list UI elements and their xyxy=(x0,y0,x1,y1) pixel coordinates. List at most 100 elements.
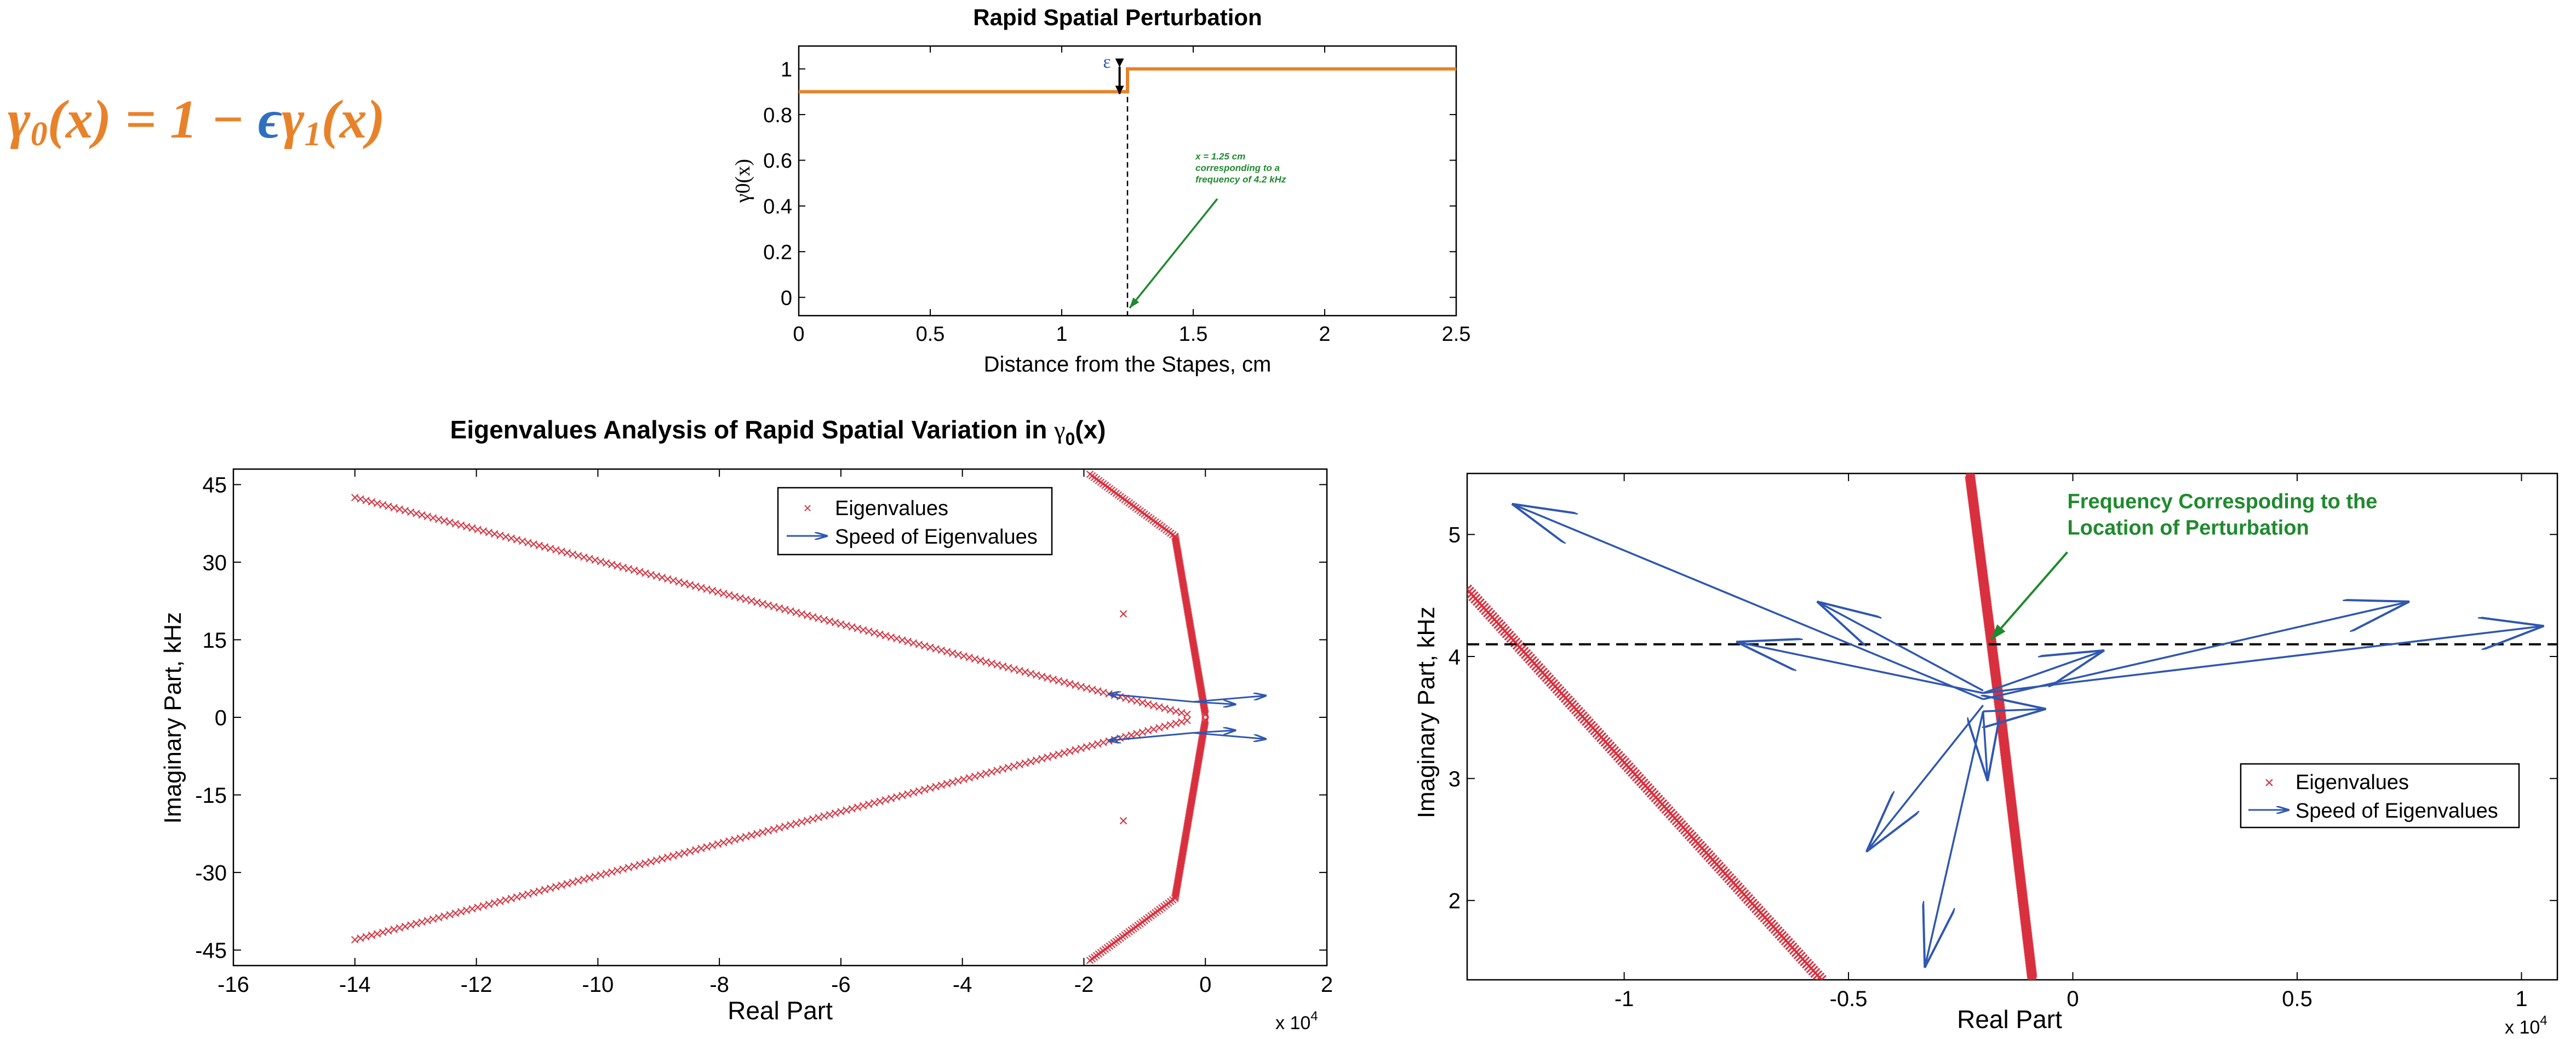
eigenvalue-point xyxy=(887,633,895,641)
eigenvalue-point xyxy=(742,833,750,841)
x-tick-label: 2 xyxy=(1319,323,1330,346)
eigenvalue-point xyxy=(513,536,521,544)
eigen-zoom-legend-speed: Speed of Eigenvalues xyxy=(2295,800,2498,823)
eigenvalue-point xyxy=(971,773,979,780)
eigenvalue-point xyxy=(586,555,593,563)
eigen-zoom-legend-box xyxy=(2240,763,2520,829)
eigenvalue-point xyxy=(490,530,499,538)
eigenvalue-point xyxy=(904,790,912,798)
eigenvalue-point xyxy=(826,617,834,625)
perturbation-xlabel: Distance from the Stapes, cm xyxy=(984,352,1272,376)
x-tick-label: -2 xyxy=(1074,973,1094,997)
eigenvalue-point xyxy=(351,936,359,944)
eigenvalue-point xyxy=(803,612,811,619)
eigenvalue-point xyxy=(820,812,828,820)
eigenvalue-point xyxy=(843,621,850,630)
eigenvalue-point xyxy=(652,572,661,580)
eigenvalue-point xyxy=(518,537,526,545)
eigenvalue-point xyxy=(418,918,426,926)
eigen-zoom-legend-eigenvalues: Eigenvalues xyxy=(2295,771,2409,794)
eigenvalue-point xyxy=(552,883,560,890)
eigenvalue-point xyxy=(357,495,364,503)
eigen-zoom-ylabel: Imaginary Part, kHz xyxy=(1413,607,1440,818)
formula-epsilon: ϵ xyxy=(257,89,282,150)
eigenvalue-point xyxy=(401,922,409,930)
speed-arrow xyxy=(1736,642,1984,694)
eigenvalue-point xyxy=(1201,719,1209,727)
eigenvalue-point xyxy=(809,815,817,823)
eigenvalue-point xyxy=(926,784,934,792)
eigen-full-ylabel: Imaginary Part, kHz xyxy=(159,612,186,824)
eigenvalue-point xyxy=(1004,763,1012,772)
eigenvalue-point xyxy=(530,889,537,897)
eigenvalue-point xyxy=(2027,974,2037,980)
y-tick-label: 0 xyxy=(215,706,227,730)
eigenvalue-point xyxy=(1127,731,1135,739)
eigenvalue-point xyxy=(954,777,962,785)
speed-arrow xyxy=(1983,650,2104,694)
eigenvalue-point xyxy=(502,896,510,904)
eigenvalue-point xyxy=(787,607,794,615)
eigenvalue-point xyxy=(357,934,364,942)
eigenvalue-point xyxy=(1178,718,1186,726)
perturbation-x-ticks: 0 0.5 1 1.5 2 2.5 xyxy=(793,46,1470,346)
eigen-full-points xyxy=(351,470,1209,964)
perturbation-annotation-line: frequency of 4.2 kHz xyxy=(1195,174,1286,185)
eigenvalue-point xyxy=(708,842,717,849)
eigen-zoom-plot-area xyxy=(1466,472,2558,981)
eigenvalue-point xyxy=(1021,759,1029,767)
eigenvalue-point xyxy=(351,494,359,501)
eigenvalue-point xyxy=(1201,717,1209,726)
eigenvalue-point xyxy=(1060,749,1068,757)
eigenvalue-point xyxy=(736,834,744,842)
speed-arrow xyxy=(1983,711,1988,781)
eigenvalue-point xyxy=(932,645,940,653)
eigenvalue-point xyxy=(859,802,867,810)
eigen-zoom-points xyxy=(1467,473,2037,980)
eigenvalue-point xyxy=(1055,750,1063,758)
eigenvalue-point xyxy=(1049,675,1057,683)
eigenvalue-point xyxy=(843,806,850,814)
eigenvalue-point xyxy=(719,590,728,597)
eigenvalue-point xyxy=(831,809,839,817)
speed-arrow xyxy=(1193,732,1266,739)
eigenvalue-point xyxy=(949,649,957,657)
eigenvalue-point xyxy=(597,871,605,879)
eigen-full-legend-eigenvalues: Eigenvalues xyxy=(835,497,948,520)
x-tick-label: 2 xyxy=(1321,973,1333,997)
eigenvalue-point xyxy=(937,646,946,654)
eigenvalue-point xyxy=(1021,668,1029,676)
eigenvalue-point xyxy=(977,771,984,779)
eigenvalue-point xyxy=(831,619,839,626)
eigenvalue-point xyxy=(865,801,873,808)
eigen-full-x-ticks: -16 -14 -12 -10 -8 -6 -4 -2 0 2 xyxy=(217,469,1333,997)
eigen-full-title-sub: 0 xyxy=(1065,429,1075,449)
eigenvalue-point xyxy=(385,927,392,935)
eigenvalue-point xyxy=(558,547,565,555)
eigenvalue-point xyxy=(642,859,649,867)
speed-arrow xyxy=(1983,626,2544,694)
eigenvalue-point xyxy=(1032,756,1040,764)
eigenvalue-point xyxy=(1016,761,1023,768)
y-tick-label: 5 xyxy=(1449,523,1461,547)
eigenvalue-point xyxy=(909,639,918,647)
eigenvalue-point xyxy=(1038,672,1046,681)
eigenvalue-point xyxy=(396,505,404,513)
y-tick-label: -30 xyxy=(195,861,227,886)
eigenvalue-point xyxy=(546,545,554,552)
eigenvalue-point xyxy=(871,799,878,807)
eigenvalue-point xyxy=(362,496,370,504)
eigen-zoom-legend: × Eigenvalues Speed of Eigenvalues xyxy=(2240,763,2520,829)
eigenvalue-point xyxy=(625,565,633,573)
speed-arrow xyxy=(1108,732,1194,740)
eigen-full-title-end: (x) xyxy=(1075,415,1106,444)
eigenvalue-point xyxy=(608,561,616,568)
eigenvalue-point xyxy=(518,892,526,899)
eigenvalue-point xyxy=(904,637,912,646)
eigenvalue-point xyxy=(876,797,884,806)
eigenvalue-point xyxy=(1010,762,1018,770)
eigenvalue-point xyxy=(999,663,1007,670)
eigenvalue-point xyxy=(798,818,806,826)
eigenvalue-point xyxy=(798,610,806,618)
x-tick-label: 0 xyxy=(2066,987,2079,1011)
